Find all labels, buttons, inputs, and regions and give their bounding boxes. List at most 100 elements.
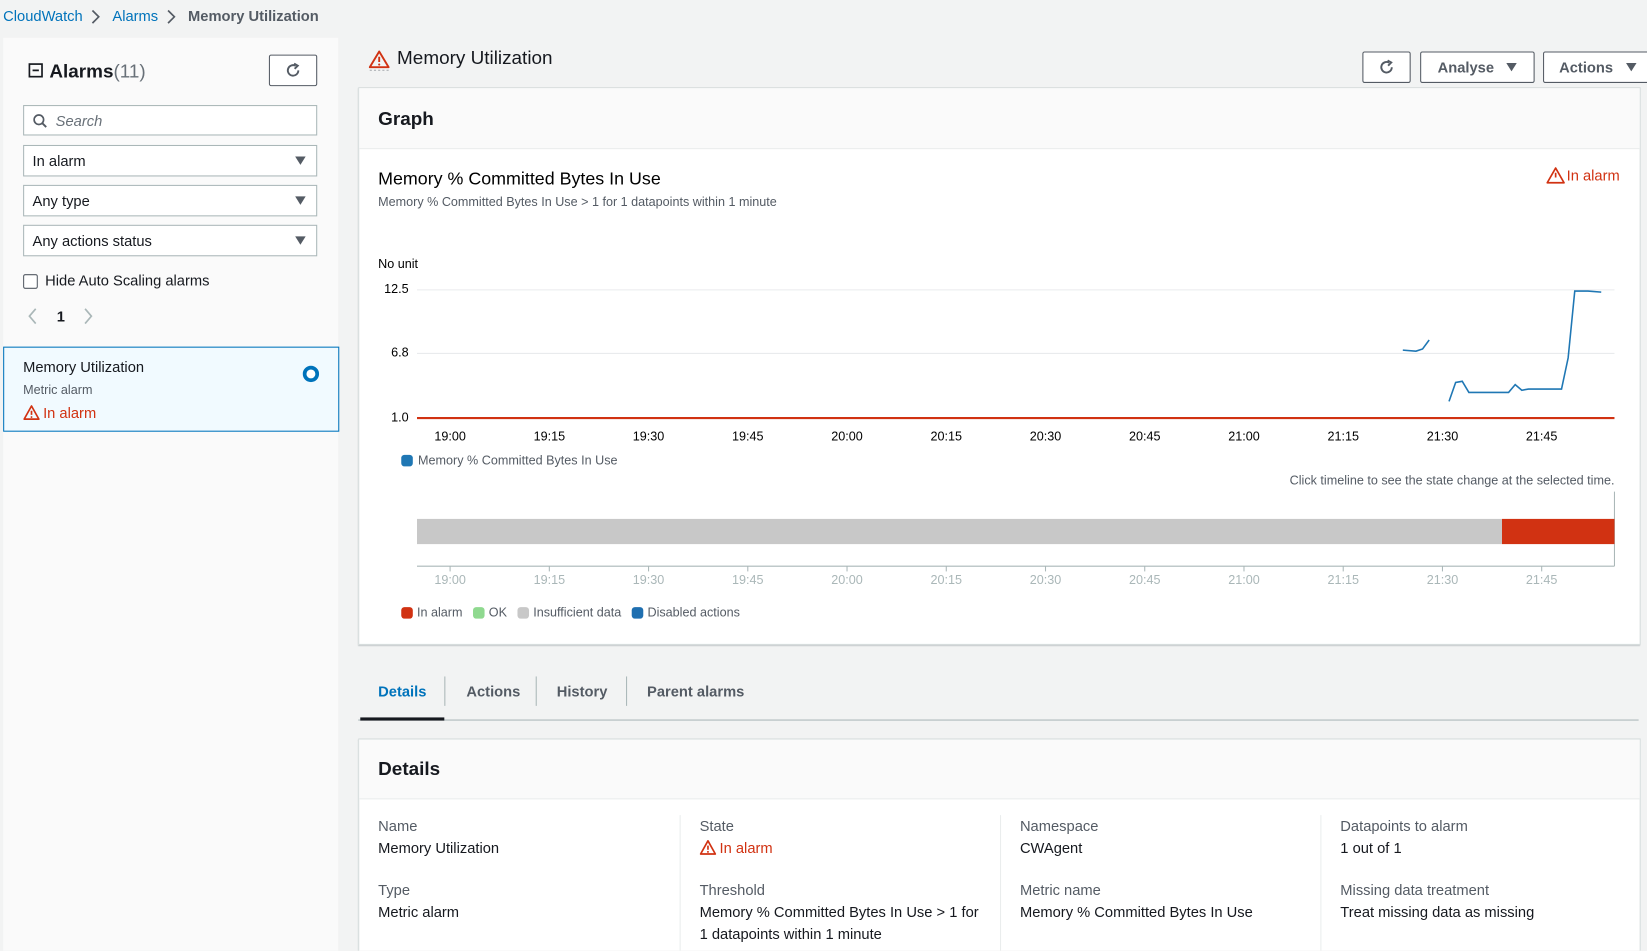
column-divider: [999, 815, 1002, 951]
alarm-state: In alarm: [43, 404, 97, 422]
panel-header: [359, 739, 1640, 800]
x-tick-label: 20:30: [1030, 429, 1062, 443]
refresh-icon: [1380, 59, 1393, 74]
field-value: Memory % Committed Bytes In Use > 1 for …: [699, 903, 979, 943]
legend-label: Memory % Committed Bytes In Use: [418, 453, 617, 467]
warning-icon: [23, 405, 40, 420]
x-tick-label: 21:30: [1427, 429, 1459, 443]
tab[interactable]: History: [556, 682, 608, 700]
type-filter[interactable]: Any type: [23, 184, 318, 217]
x-tick-label: 19:45: [732, 573, 764, 587]
page-title: Memory Utilization: [397, 47, 553, 69]
state-badge: In alarm: [1546, 167, 1620, 184]
field-label: Datapoints to alarm: [1340, 817, 1468, 835]
x-tick-label: 21:15: [1327, 429, 1359, 443]
legend-label: OK: [489, 606, 508, 620]
actions-filter[interactable]: Any actions status: [23, 224, 318, 257]
caret: [1625, 63, 1637, 72]
x-tick-label: 19:30: [633, 573, 665, 587]
tab[interactable]: Parent alarms: [647, 682, 745, 700]
sidebar-title: Alarms: [49, 60, 114, 82]
button-label: Actions: [1559, 58, 1614, 76]
x-tick-label: 19:15: [534, 429, 566, 443]
tab-separator: [444, 676, 446, 706]
radio-selected[interactable]: [302, 365, 320, 383]
checkbox[interactable]: [23, 274, 38, 289]
alarm-count: (11): [113, 60, 146, 82]
field-label: Name: [378, 817, 418, 835]
x-tick-label: 19:00: [434, 573, 466, 587]
breadcrumb-current: Memory Utilization: [188, 7, 319, 25]
legend-swatch: [401, 607, 413, 619]
tab[interactable]: Actions: [466, 682, 521, 700]
legend-swatch: [473, 607, 485, 619]
filter-value: Any actions status: [32, 232, 152, 249]
search-placeholder: Search: [55, 112, 103, 130]
alarm-item[interactable]: Memory Utilization Metric alarm In alarm: [3, 346, 340, 432]
chart-subtitle: Memory % Committed Bytes In Use > 1 for …: [378, 195, 777, 209]
breadcrumb-link[interactable]: CloudWatch: [3, 7, 83, 25]
field-label: Threshold: [699, 881, 765, 899]
field-value: CWAgent: [1019, 839, 1083, 857]
refresh-button[interactable]: [1362, 51, 1411, 83]
x-tick-label: 19:30: [633, 429, 665, 443]
x-tick-label: 19:00: [434, 429, 466, 443]
column-divider: [679, 815, 681, 951]
details-panel: Details Name Memory Utilization Type Met…: [358, 738, 1641, 951]
x-tick-label: 21:45: [1526, 429, 1558, 443]
legend-label: Insufficient data: [533, 606, 621, 620]
breadcrumb-link[interactable]: Alarms: [112, 7, 159, 25]
refresh-icon: [286, 62, 300, 77]
warning-icon: [1546, 167, 1565, 184]
filter-value: Any type: [32, 192, 90, 210]
y-tick-label: 6.8: [391, 346, 409, 360]
tab-indicator: [360, 717, 445, 721]
chevron: [91, 9, 100, 24]
state-filter[interactable]: In alarm: [23, 144, 318, 177]
panel-heading: Graph: [378, 108, 434, 130]
tab-rule: [358, 719, 1639, 721]
chart-title: Memory % Committed Bytes In Use: [378, 168, 661, 188]
state-range[interactable]: [417, 518, 1502, 545]
tab-separator: [535, 676, 537, 706]
x-tick-label: 21:00: [1228, 429, 1260, 443]
tab-separator: [626, 676, 628, 706]
search-box[interactable]: Search: [23, 105, 318, 136]
x-tick-label: 21:45: [1526, 573, 1558, 587]
x-tick-label: 20:00: [831, 429, 863, 443]
chevron: [167, 9, 176, 24]
next-page[interactable]: [83, 308, 94, 325]
x-tick-label: 21:00: [1228, 573, 1260, 587]
analyse-button[interactable]: Analyse: [1420, 51, 1535, 83]
x-tick-label: 19:45: [732, 429, 764, 443]
collapse-icon[interactable]: [28, 63, 43, 78]
button-label: Analyse: [1437, 58, 1495, 76]
x-tick-label: 19:15: [534, 573, 566, 587]
x-tick-label: 20:45: [1129, 573, 1161, 587]
x-tick-label: 20:45: [1129, 429, 1161, 443]
tab-active[interactable]: Details: [378, 682, 427, 700]
alarm-name: Memory Utilization: [23, 358, 145, 375]
chart[interactable]: Memory % Committed Bytes In Use Memory %…: [359, 88, 1639, 644]
refresh-button[interactable]: [268, 54, 318, 87]
x-tick-label: 21:30: [1427, 573, 1459, 587]
alarm-type: Metric alarm: [23, 382, 93, 398]
x-tick-label: 20:30: [1030, 573, 1062, 587]
state-range[interactable]: [1501, 518, 1615, 545]
legend-label: In alarm: [417, 606, 463, 620]
legend-swatch: [517, 607, 530, 619]
field-value: In alarm: [719, 839, 773, 857]
filter-value: In alarm: [32, 152, 86, 170]
x-tick-label: 20:00: [831, 573, 863, 587]
field-value: Treat missing data as missing: [1340, 903, 1535, 921]
y-tick-label: 1.0: [391, 410, 409, 424]
page-number[interactable]: 1: [56, 307, 65, 325]
actions-button[interactable]: Actions: [1543, 51, 1647, 83]
field-label: Metric name: [1019, 881, 1101, 899]
field-value: Metric alarm: [378, 903, 460, 921]
field-label: Type: [378, 881, 411, 899]
prev-page[interactable]: [27, 308, 38, 325]
timeline-note: Click timeline to see the state change a…: [1290, 473, 1615, 487]
